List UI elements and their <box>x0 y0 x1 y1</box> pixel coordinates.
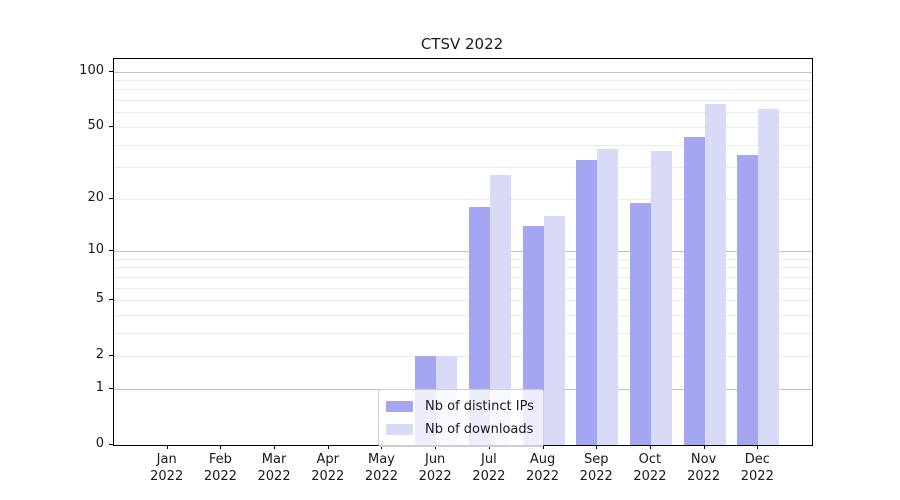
legend: Nb of distinct IPs Nb of downloads <box>378 389 544 447</box>
x-tick-label-dec: Dec 2022 <box>740 452 774 484</box>
x-tick-label-jul: Jul 2022 <box>472 452 506 484</box>
x-tick-label-mar: Mar 2022 <box>257 452 291 484</box>
y-tick-label: 2 <box>95 347 104 363</box>
x-tick-label-jun: Jun 2022 <box>418 452 452 484</box>
minor-gridline <box>114 300 812 302</box>
minor-gridline <box>114 80 812 82</box>
minor-gridline <box>114 314 812 316</box>
x-tick-mark <box>488 445 490 449</box>
minor-gridline <box>114 332 812 334</box>
x-tick-mark <box>220 445 222 449</box>
minor-gridline <box>114 89 812 91</box>
y-tick-mark <box>109 197 113 199</box>
minor-gridline <box>114 112 812 114</box>
x-tick-mark <box>542 445 544 449</box>
y-tick-mark <box>109 387 113 389</box>
y-tick-label: 20 <box>87 189 104 205</box>
minor-gridline <box>114 198 812 200</box>
x-tick-label-feb: Feb 2022 <box>203 452 237 484</box>
y-tick-mark <box>109 299 113 301</box>
y-tick-label: 5 <box>95 291 104 307</box>
bar-downloads-dec <box>758 108 780 445</box>
x-tick-label-jan: Jan 2022 <box>150 452 184 484</box>
x-tick-mark <box>381 445 383 449</box>
y-tick-label: 100 <box>79 62 104 78</box>
bar-downloads-sep <box>597 148 619 445</box>
minor-gridline <box>114 100 812 102</box>
major-gridline <box>114 71 812 73</box>
x-tick-label-nov: Nov 2022 <box>687 452 721 484</box>
x-tick-mark <box>596 445 598 449</box>
y-tick-mark <box>109 249 113 251</box>
x-tick-mark <box>274 445 276 449</box>
x-tick-mark <box>649 445 651 449</box>
bar-distinct-ips-jul <box>468 206 490 445</box>
legend-label-distinct-ips: Nb of distinct IPs <box>425 399 534 414</box>
bar-downloads-jul <box>489 175 511 445</box>
legend-swatch-distinct-ips <box>386 401 413 412</box>
y-tick-mark <box>109 70 113 72</box>
legend-label-downloads: Nb of downloads <box>425 422 534 437</box>
y-tick-label: 1 <box>95 379 104 395</box>
bar-distinct-ips-dec <box>737 155 759 445</box>
x-tick-mark <box>757 445 759 449</box>
minor-gridline <box>114 258 812 260</box>
x-tick-mark <box>435 445 437 449</box>
bar-distinct-ips-nov <box>683 137 705 445</box>
x-tick-mark <box>703 445 705 449</box>
major-gridline <box>114 250 812 252</box>
minor-gridline <box>114 356 812 358</box>
y-tick-mark <box>109 125 113 127</box>
minor-gridline <box>114 167 812 169</box>
x-tick-label-sep: Sep 2022 <box>579 452 613 484</box>
minor-gridline <box>114 126 812 128</box>
legend-item-distinct-ips: Nb of distinct IPs <box>386 395 534 418</box>
plot-area <box>113 58 813 446</box>
y-tick-label: 10 <box>87 241 104 257</box>
x-tick-mark <box>327 445 329 449</box>
y-tick-label: 50 <box>87 117 104 133</box>
y-tick-mark <box>109 355 113 357</box>
legend-item-downloads: Nb of downloads <box>386 418 534 441</box>
x-tick-mark <box>166 445 168 449</box>
chart-title: CTSV 2022 <box>420 35 504 53</box>
x-tick-label-apr: Apr 2022 <box>311 452 345 484</box>
minor-gridline <box>114 287 812 289</box>
x-tick-label-aug: Aug 2022 <box>525 452 560 484</box>
bar-downloads-nov <box>704 103 726 445</box>
legend-swatch-downloads <box>386 424 413 435</box>
minor-gridline <box>114 144 812 146</box>
bar-downloads-oct <box>650 150 672 445</box>
y-tick-mark <box>109 444 113 445</box>
x-tick-label-oct: Oct 2022 <box>633 452 667 484</box>
minor-gridline <box>114 267 812 269</box>
bar-distinct-ips-sep <box>576 159 598 445</box>
minor-gridline <box>114 276 812 278</box>
bar-downloads-aug <box>543 215 565 445</box>
bar-distinct-ips-oct <box>629 202 651 445</box>
x-tick-label-may: May 2022 <box>364 452 398 484</box>
y-tick-label: 0 <box>95 436 104 451</box>
